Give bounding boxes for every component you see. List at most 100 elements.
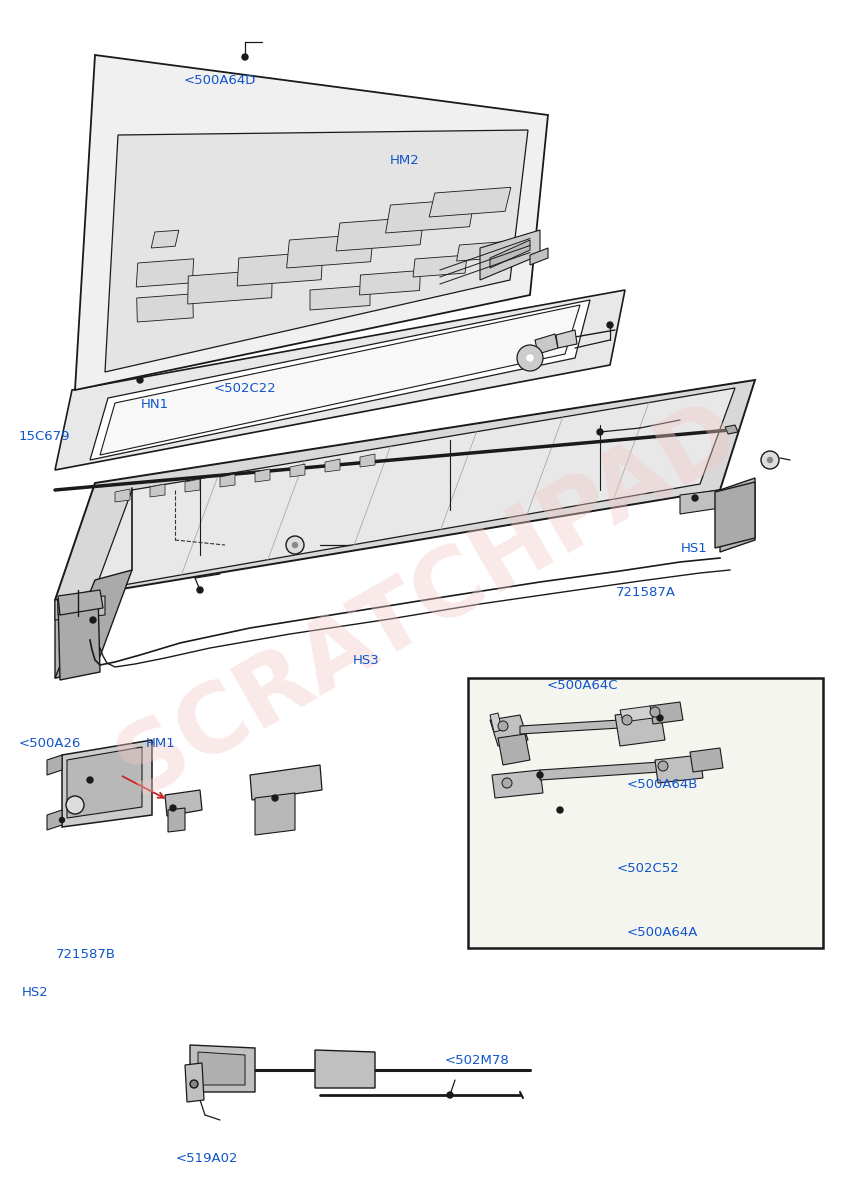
- Polygon shape: [480, 230, 540, 280]
- Polygon shape: [250, 766, 322, 800]
- Text: <502C22: <502C22: [214, 382, 276, 395]
- Polygon shape: [255, 469, 270, 482]
- Polygon shape: [360, 454, 375, 467]
- Polygon shape: [55, 380, 755, 600]
- Text: 721587A: 721587A: [616, 586, 676, 599]
- Circle shape: [60, 817, 64, 822]
- Text: HS2: HS2: [21, 986, 48, 1000]
- Polygon shape: [168, 808, 185, 832]
- Text: HM1: HM1: [146, 737, 175, 750]
- Polygon shape: [287, 234, 373, 268]
- Circle shape: [607, 322, 613, 328]
- Polygon shape: [150, 484, 165, 497]
- Polygon shape: [413, 256, 467, 277]
- Polygon shape: [490, 713, 502, 732]
- Circle shape: [190, 1080, 198, 1088]
- Polygon shape: [385, 199, 474, 233]
- Text: 15C679: 15C679: [19, 430, 70, 443]
- Circle shape: [657, 715, 663, 721]
- Polygon shape: [115, 490, 130, 502]
- Polygon shape: [47, 810, 62, 830]
- Circle shape: [557, 806, 563, 814]
- Circle shape: [597, 428, 603, 434]
- Polygon shape: [325, 458, 340, 472]
- Polygon shape: [535, 334, 558, 354]
- Polygon shape: [490, 715, 528, 746]
- Circle shape: [447, 1092, 453, 1098]
- Text: <502C52: <502C52: [616, 862, 679, 875]
- Polygon shape: [655, 755, 703, 782]
- Polygon shape: [620, 706, 653, 722]
- Polygon shape: [137, 294, 193, 322]
- Polygon shape: [55, 596, 105, 620]
- Polygon shape: [715, 482, 755, 548]
- Text: <500A26: <500A26: [19, 737, 81, 750]
- Polygon shape: [165, 790, 202, 816]
- Polygon shape: [530, 248, 548, 265]
- Circle shape: [170, 805, 176, 811]
- Circle shape: [293, 542, 298, 547]
- Text: <500A64D: <500A64D: [184, 74, 257, 88]
- Circle shape: [90, 617, 96, 623]
- Text: HS3: HS3: [353, 654, 379, 667]
- Circle shape: [272, 794, 278, 802]
- Circle shape: [66, 796, 84, 814]
- Circle shape: [527, 355, 533, 361]
- Polygon shape: [492, 770, 543, 798]
- Polygon shape: [95, 388, 735, 590]
- Circle shape: [658, 761, 668, 770]
- Circle shape: [137, 377, 143, 383]
- Circle shape: [197, 587, 203, 593]
- Polygon shape: [105, 130, 528, 372]
- Circle shape: [650, 707, 660, 716]
- Polygon shape: [220, 474, 235, 487]
- Polygon shape: [58, 590, 103, 614]
- Polygon shape: [55, 590, 95, 678]
- Polygon shape: [290, 464, 305, 476]
- Text: 721587B: 721587B: [56, 948, 116, 961]
- Polygon shape: [429, 187, 511, 217]
- Text: SCRATCHPAD: SCRATCHPAD: [102, 385, 754, 815]
- Polygon shape: [615, 710, 665, 746]
- Polygon shape: [556, 330, 577, 348]
- Polygon shape: [152, 230, 179, 248]
- Circle shape: [286, 536, 304, 554]
- Circle shape: [498, 721, 508, 731]
- Bar: [468, 678, 823, 948]
- Polygon shape: [310, 286, 370, 310]
- Polygon shape: [490, 240, 530, 268]
- Polygon shape: [62, 740, 152, 827]
- Circle shape: [517, 346, 543, 371]
- Polygon shape: [336, 217, 424, 251]
- Circle shape: [768, 457, 772, 462]
- Circle shape: [537, 772, 543, 778]
- Polygon shape: [725, 425, 738, 434]
- Polygon shape: [100, 305, 580, 455]
- Polygon shape: [360, 270, 420, 295]
- Polygon shape: [58, 596, 75, 614]
- Circle shape: [242, 54, 248, 60]
- Polygon shape: [67, 746, 142, 818]
- Polygon shape: [315, 1050, 375, 1088]
- Polygon shape: [55, 570, 132, 678]
- Polygon shape: [185, 479, 200, 492]
- Polygon shape: [498, 734, 530, 766]
- Polygon shape: [650, 702, 683, 724]
- Text: <500A64A: <500A64A: [627, 926, 698, 940]
- Circle shape: [692, 494, 698, 502]
- Polygon shape: [55, 290, 625, 470]
- Text: HN1: HN1: [141, 398, 169, 412]
- Text: <500A64C: <500A64C: [546, 679, 618, 692]
- Circle shape: [192, 1081, 197, 1086]
- Circle shape: [761, 451, 779, 469]
- Circle shape: [622, 715, 632, 725]
- Text: <500A64B: <500A64B: [627, 778, 698, 791]
- Polygon shape: [540, 762, 660, 780]
- Polygon shape: [90, 300, 590, 460]
- Circle shape: [502, 778, 512, 788]
- Text: <519A02: <519A02: [175, 1152, 238, 1165]
- Circle shape: [87, 778, 93, 782]
- Text: HM2: HM2: [389, 154, 419, 167]
- Polygon shape: [136, 259, 193, 287]
- Polygon shape: [680, 490, 720, 514]
